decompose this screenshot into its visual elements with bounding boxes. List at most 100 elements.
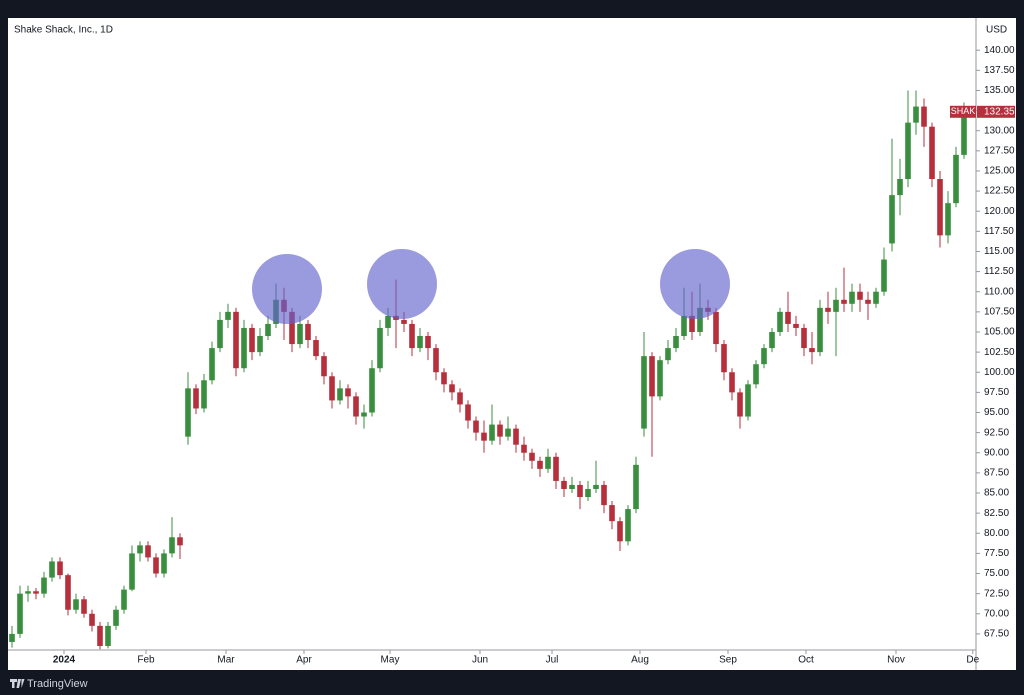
- candle-body: [921, 106, 927, 127]
- candle-body: [457, 392, 463, 405]
- candle-body: [929, 126, 935, 180]
- candle-body: [465, 404, 471, 421]
- y-tick-label: 70.00: [984, 608, 1009, 619]
- y-tick-label: 90.00: [984, 447, 1009, 458]
- brand-name: TradingView: [27, 678, 88, 690]
- candle-body: [585, 488, 591, 498]
- last-price-label: 132.35: [984, 106, 1015, 117]
- candle-body: [753, 364, 759, 385]
- candle-body: [265, 323, 271, 337]
- axes: 67.50 70.00 72.50 75.00 77.50 80.00 82.50 85.00…: [53, 45, 1015, 666]
- brand: TradingView: [10, 678, 88, 690]
- candle-body: [521, 444, 527, 453]
- candle-body: [961, 111, 967, 155]
- candle-body: [497, 424, 503, 437]
- candle-body: [649, 356, 655, 397]
- candle-body: [449, 384, 455, 393]
- y-tick-label: 80.00: [984, 528, 1009, 539]
- candle-body: [825, 307, 831, 312]
- candle-body: [953, 154, 959, 204]
- y-tick-label: 87.50: [984, 468, 1009, 479]
- x-tick-label: Jun: [472, 655, 488, 666]
- candle-body: [553, 456, 559, 481]
- y-tick-label: 97.50: [984, 387, 1009, 398]
- candle-body: [609, 505, 615, 522]
- y-tick-label: 82.50: [984, 508, 1009, 519]
- candle-body: [937, 179, 943, 236]
- candle-body: [209, 348, 215, 381]
- candle-body: [745, 384, 751, 417]
- candle-body: [737, 392, 743, 417]
- y-tick-label: 137.50: [984, 65, 1015, 76]
- candle-body: [945, 203, 951, 236]
- candle-body: [17, 593, 23, 634]
- candle-body: [377, 327, 383, 369]
- highlight-circles: [252, 249, 730, 324]
- candle-body: [105, 625, 111, 646]
- candle-body: [225, 311, 231, 320]
- candle-body: [625, 509, 631, 542]
- candle-body: [801, 327, 807, 349]
- candle-body: [729, 372, 735, 393]
- candle-body: [313, 340, 319, 357]
- candle-body: [777, 311, 783, 332]
- candle-body: [873, 291, 879, 304]
- y-tick-label: 95.00: [984, 407, 1009, 418]
- candle-body: [385, 315, 391, 328]
- candle-body: [577, 484, 583, 498]
- x-tick-label: May: [381, 655, 400, 666]
- candle-body: [769, 331, 775, 349]
- candle-body: [65, 575, 71, 610]
- candle-body: [681, 315, 687, 337]
- candle-body: [233, 311, 239, 369]
- x-tick-label: 2024: [53, 655, 76, 666]
- candle-body: [297, 323, 303, 345]
- candle-body: [841, 299, 847, 304]
- candle-body: [833, 299, 839, 312]
- candle-body: [513, 428, 519, 445]
- candle-body: [241, 327, 247, 369]
- x-tick-label: Sep: [719, 655, 737, 666]
- y-tick-label: 112.50: [984, 266, 1014, 277]
- y-tick-label: 100.00: [984, 367, 1015, 378]
- y-tick-label: 140.00: [984, 45, 1015, 56]
- candle-body: [361, 412, 367, 417]
- candle-body: [713, 311, 719, 345]
- candle-body: [201, 380, 207, 409]
- candle-body: [529, 452, 535, 461]
- y-tick-label: 102.50: [984, 347, 1015, 358]
- y-tick-label: 115.00: [984, 246, 1014, 257]
- candle-body: [593, 484, 599, 489]
- candle-body: [401, 319, 407, 324]
- candle-body: [121, 589, 127, 610]
- candle-body: [169, 537, 175, 554]
- y-tick-label: 135.00: [984, 85, 1015, 96]
- y-tick-label: 107.50: [984, 307, 1015, 318]
- symbol-label: SHAK: [951, 106, 976, 116]
- candle-body: [305, 323, 311, 341]
- x-tick-label: Feb: [137, 655, 155, 666]
- y-tick-label: 117.50: [984, 226, 1014, 237]
- candle-body: [289, 311, 295, 345]
- y-tick-label: 120.00: [984, 206, 1015, 217]
- chart-background: [8, 18, 1016, 670]
- candle-body: [633, 464, 639, 510]
- x-tick-label: Aug: [631, 655, 649, 666]
- candle-body: [905, 122, 911, 180]
- highlight-circle: [252, 254, 322, 324]
- candle-body: [857, 291, 863, 300]
- candle-body: [217, 319, 223, 349]
- last-price-tag: [977, 105, 1015, 118]
- candle-body: [537, 460, 543, 469]
- candle-body: [177, 537, 183, 546]
- candle-body: [569, 484, 575, 489]
- candle-body: [785, 311, 791, 324]
- y-tick-label: 125.00: [984, 166, 1015, 177]
- candle-body: [761, 348, 767, 365]
- candle-body: [641, 356, 647, 429]
- highlight-circle: [660, 249, 730, 319]
- chart-title: Shake Shack, Inc., 1D: [14, 25, 113, 36]
- candle-body: [505, 428, 511, 437]
- candle-body: [481, 432, 487, 441]
